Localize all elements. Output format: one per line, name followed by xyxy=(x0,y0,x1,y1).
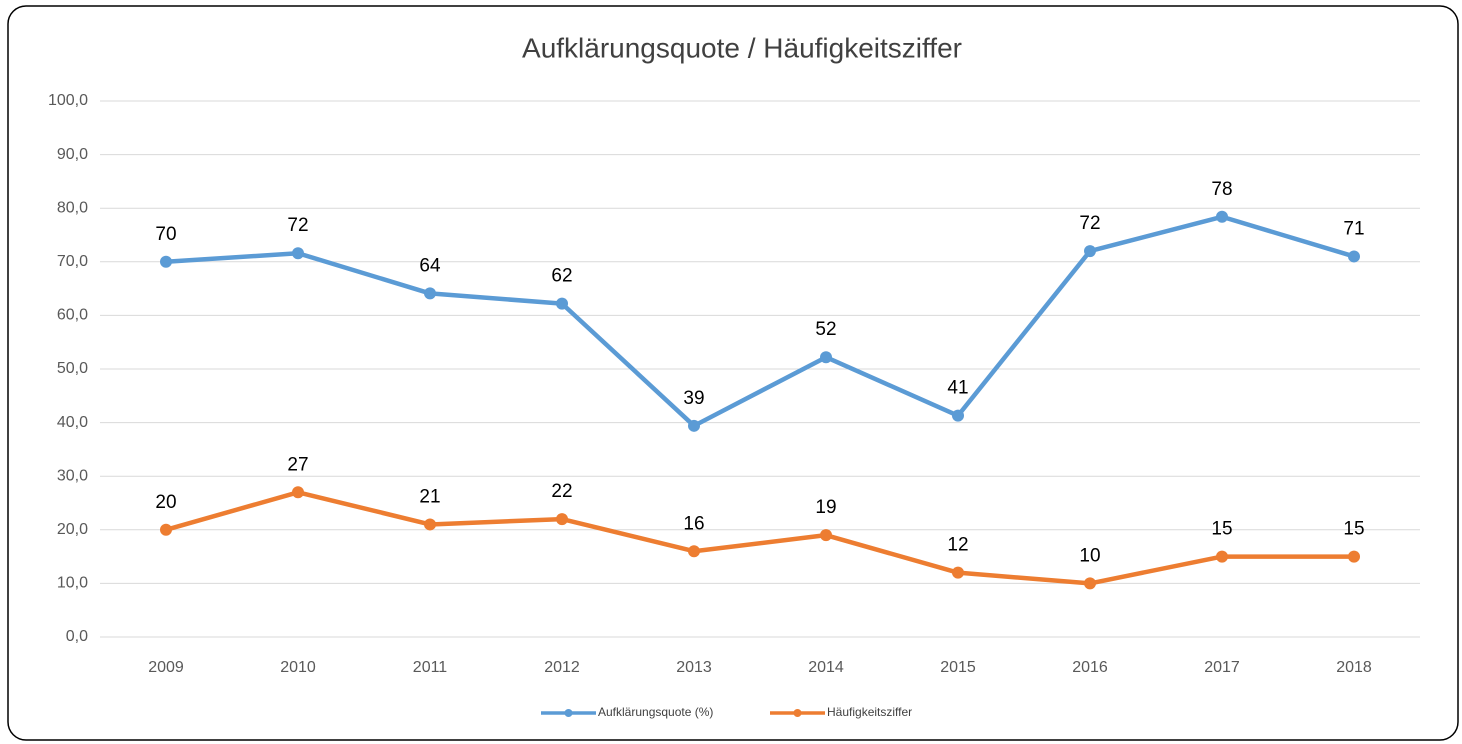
data-point xyxy=(160,523,172,536)
data-label: 15 xyxy=(1211,519,1232,540)
data-point xyxy=(556,297,568,310)
data-label: 78 xyxy=(1211,179,1232,200)
data-point xyxy=(1216,210,1228,223)
chart-title: Aufklärungsquote / Häufigkeitsziffer xyxy=(522,32,962,63)
x-tick-label: 2013 xyxy=(676,659,712,676)
data-label: 39 xyxy=(683,388,704,409)
y-tick-label: 40,0 xyxy=(57,414,88,431)
legend-marker xyxy=(564,709,573,717)
data-label: 41 xyxy=(947,378,968,399)
data-point xyxy=(424,518,436,531)
y-tick-label: 90,0 xyxy=(57,146,88,163)
x-tick-label: 2009 xyxy=(148,659,184,676)
y-tick-label: 50,0 xyxy=(57,360,88,377)
data-point xyxy=(1084,577,1096,590)
data-point xyxy=(820,529,832,542)
y-tick-label: 80,0 xyxy=(57,199,88,216)
y-tick-label: 60,0 xyxy=(57,307,88,324)
data-label: 52 xyxy=(815,319,836,340)
data-label: 22 xyxy=(551,481,572,502)
data-label: 15 xyxy=(1343,519,1364,540)
x-tick-label: 2015 xyxy=(940,659,976,676)
data-point xyxy=(292,486,304,499)
data-label: 62 xyxy=(551,266,572,287)
x-tick-label: 2017 xyxy=(1204,659,1240,676)
x-tick-label: 2014 xyxy=(808,659,844,676)
x-tick-label: 2011 xyxy=(413,659,448,676)
data-point xyxy=(820,351,832,364)
data-label: 10 xyxy=(1079,545,1100,566)
data-point xyxy=(952,409,964,422)
data-label: 16 xyxy=(683,513,704,534)
data-label: 64 xyxy=(419,255,441,276)
series-line xyxy=(165,214,1355,429)
y-tick-label: 70,0 xyxy=(57,253,88,270)
series-line xyxy=(165,490,1354,586)
x-tick-label: 2012 xyxy=(544,659,580,676)
data-label: 72 xyxy=(1079,213,1100,234)
data-label: 27 xyxy=(287,454,308,475)
data-label: 21 xyxy=(419,486,440,507)
data-point xyxy=(556,513,568,526)
data-label: 20 xyxy=(155,492,176,513)
y-tick-label: 10,0 xyxy=(57,575,88,592)
data-point xyxy=(160,255,172,268)
x-tick-label: 2016 xyxy=(1072,659,1108,676)
data-point xyxy=(1216,550,1228,563)
y-tick-label: 20,0 xyxy=(57,521,88,538)
data-point xyxy=(688,419,700,432)
data-label: 70 xyxy=(155,224,176,245)
data-label: 12 xyxy=(947,535,968,556)
legend-label: Häufigkeitsziffer xyxy=(827,705,912,719)
data-label: 72 xyxy=(287,215,308,236)
data-point xyxy=(424,287,436,300)
legend-marker xyxy=(793,709,802,717)
x-tick-label: 2018 xyxy=(1336,659,1372,676)
y-tick-label: 0,0 xyxy=(66,628,88,645)
legend-label: Aufklärungsquote (%) xyxy=(598,705,713,719)
data-label: 19 xyxy=(815,497,836,518)
data-point xyxy=(1348,550,1360,563)
data-label: 71 xyxy=(1343,218,1364,239)
data-point xyxy=(1084,245,1096,258)
data-point xyxy=(952,566,964,579)
data-point xyxy=(292,247,304,260)
y-tick-label: 30,0 xyxy=(57,467,88,484)
data-point xyxy=(1348,250,1360,263)
y-tick-label: 100,0 xyxy=(48,92,88,109)
chart-border xyxy=(7,5,1459,741)
x-tick-label: 2010 xyxy=(280,659,316,676)
data-point xyxy=(688,545,700,558)
